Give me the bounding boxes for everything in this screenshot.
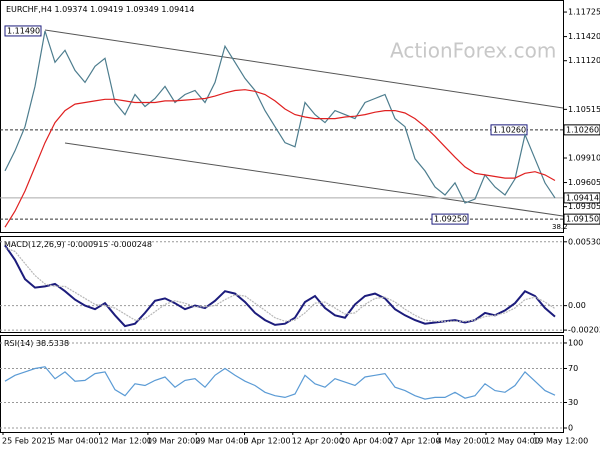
y-tick-label: 100 [568,338,583,347]
open: 1.09374 [54,5,87,14]
x-tick-label: 5 Mar 04:00 [50,437,98,446]
macd-header: MACD(12,26,9) -0.000915 -0.000248 [4,240,152,249]
price-header: EURCHF,H4 1.09374 1.09419 1.09349 1.0941… [6,5,194,14]
x-tick-label: 19 Mar 20:00 [147,437,200,446]
y-tick-label: 1.09910 [568,154,600,163]
y-tick-label: 1.11420 [568,32,600,41]
rsi-title: RSI(14) [4,339,33,348]
annotation-box [490,124,528,136]
low: 1.09349 [126,5,159,14]
x-tick-label: 19 May 12:00 [533,437,588,446]
annotation-label: 1.10260 [493,125,526,134]
x-tick-label: 29 Mar 04:00 [195,437,248,446]
level-box [563,213,600,225]
y-tick-label: 1.11725 [568,8,600,17]
fib-label: 38.2 [552,223,568,231]
series-line [4,247,556,322]
y-tick-label: 0.005301 [568,237,600,246]
x-tick-label: 5 Apr 12:00 [244,437,291,446]
level-label: 1.10260 [566,125,599,134]
symbol: EURCHF,H4 [6,5,52,14]
channel-upper [44,29,564,109]
series-line [4,89,556,228]
y-tick-label: 0.00 [568,301,586,310]
series-line [4,366,556,400]
annotation-box [431,213,469,225]
rsi-panel [0,335,564,433]
y-tick-label: 0 [568,424,573,433]
series-line [4,244,556,328]
level-label: 1.09150 [566,215,599,224]
x-tick-label: 12 May 04:00 [485,437,540,446]
close: 1.09414 [161,5,194,14]
y-tick-label: -0.002031 [568,326,600,335]
annotation-box [4,25,42,37]
signal-value: -0.000248 [111,240,152,249]
watermark: ActionForex.com [390,39,556,63]
series-line [4,30,556,204]
x-tick-label: 27 Apr 12:00 [388,437,440,446]
y-tick-label: 1.09605 [568,178,600,187]
annotation-label: 1.09250 [434,215,467,224]
price-panel [0,0,564,233]
high: 1.09419 [90,5,123,14]
y-tick-label: 30 [568,398,578,407]
macd-title: MACD(12,26,9) [4,240,65,249]
channel-lower [64,142,564,217]
macd-panel [0,236,564,333]
x-tick-label: 12 Mar 12:00 [99,437,152,446]
x-tick-label: 4 May 20:00 [437,437,487,446]
annotation-label: 1.11490 [7,26,40,35]
y-tick-label: 70 [568,364,578,373]
x-tick-label: 12 Apr 20:00 [292,437,344,446]
macd-value: -0.000915 [67,240,108,249]
current-price-label: 1.09414 [566,193,599,202]
current-price-box [563,192,600,204]
x-tick-label: 20 Apr 04:00 [340,437,392,446]
x-tick-label: 25 Feb 2021 [2,437,52,446]
y-tick-label: 1.11120 [568,56,600,65]
level-box [563,124,600,136]
y-tick-label: 1.10515 [568,105,600,114]
y-tick-label: 1.09305 [568,202,600,211]
